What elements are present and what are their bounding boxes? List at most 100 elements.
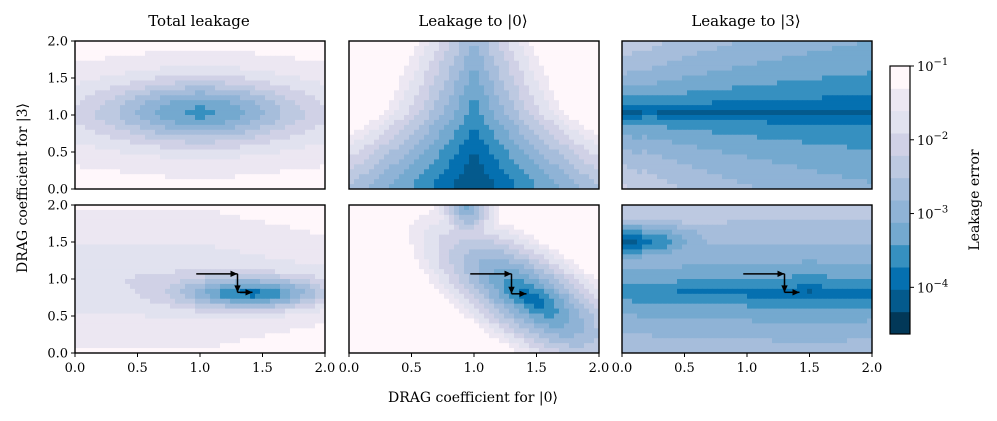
contour-cell <box>105 90 111 96</box>
contour-cell <box>627 90 633 96</box>
contour-cell <box>310 90 316 96</box>
contour-cell <box>772 65 778 72</box>
contour-cell <box>160 95 166 101</box>
contour-cell <box>215 90 221 96</box>
contour-cell <box>792 41 798 47</box>
contour-cell <box>817 164 823 170</box>
contour-cell <box>185 219 191 226</box>
contour-cell <box>150 144 156 151</box>
contour-cell <box>280 184 286 189</box>
contour-cell <box>797 65 803 72</box>
contour-cell <box>682 90 688 96</box>
contour-cell <box>175 134 181 141</box>
contour-cell <box>827 144 833 151</box>
contour-cell <box>444 45 450 52</box>
contour-cell <box>529 105 535 111</box>
contour-cell <box>260 60 266 67</box>
contour-cell <box>594 159 599 165</box>
contour-cell <box>677 124 683 131</box>
contour-cell <box>165 164 171 170</box>
contour-cell <box>379 95 385 101</box>
contour-cell <box>399 110 405 116</box>
contour-cell <box>727 100 733 106</box>
contour-cell <box>737 85 743 91</box>
contour-cell <box>115 219 121 226</box>
contour-cell <box>637 129 643 136</box>
contour-cell <box>150 154 156 160</box>
contour-cell <box>544 55 550 62</box>
contour-cell <box>190 234 196 241</box>
contour-cell <box>255 224 261 231</box>
contour-cell <box>449 95 455 101</box>
contour-cell <box>75 134 81 141</box>
contour-cell <box>717 179 723 185</box>
contour-cell <box>160 164 166 170</box>
contour-cell <box>125 45 131 52</box>
contour-cell <box>379 159 385 165</box>
contour-cell <box>762 100 768 106</box>
contour-cell <box>782 119 788 126</box>
contour-cell <box>364 184 370 189</box>
contour-cell <box>439 85 445 91</box>
contour-cell <box>862 85 868 91</box>
contour-cell <box>255 219 261 226</box>
contour-cell <box>130 115 136 121</box>
contour-cell <box>170 119 176 126</box>
contour-cell <box>80 95 86 101</box>
contour-cell <box>185 55 191 62</box>
contour-cell <box>474 60 480 67</box>
contour-cell <box>464 55 470 62</box>
contour-cell <box>205 234 211 241</box>
contour-cell <box>240 174 246 180</box>
contour-cell <box>120 234 126 241</box>
contour-cell <box>529 50 535 57</box>
contour-cell <box>265 174 271 180</box>
contour-cell <box>584 129 590 136</box>
contour-cell <box>215 139 221 146</box>
contour-cell <box>414 159 420 165</box>
contour-cell <box>752 85 758 91</box>
contour-cell <box>424 75 430 82</box>
contour-cell <box>295 169 301 175</box>
contour-cell <box>544 174 550 180</box>
contour-cell <box>862 129 868 136</box>
contour-cell <box>265 159 271 165</box>
contour-cell <box>310 234 316 241</box>
contour-cell <box>667 65 673 72</box>
contour-cell <box>652 55 658 62</box>
contour-cell <box>120 154 126 160</box>
contour-cell <box>160 85 166 91</box>
contour-cell <box>459 124 465 131</box>
contour-cell <box>205 164 211 170</box>
contour-cell <box>802 85 808 91</box>
contour-cell <box>364 65 370 72</box>
contour-cell <box>90 95 96 101</box>
contour-cell <box>454 159 460 165</box>
contour-cell <box>534 100 540 106</box>
contour-cell <box>190 124 196 131</box>
contour-cell <box>529 149 535 156</box>
contour-cell <box>429 115 435 121</box>
contour-cell <box>250 224 256 231</box>
contour-cell <box>707 129 713 136</box>
contour-cell <box>554 174 560 180</box>
contour-cell <box>175 41 181 47</box>
contour-cell <box>150 129 156 136</box>
contour-cell <box>285 179 291 185</box>
contour-cell <box>125 219 131 226</box>
contour-cell <box>469 110 475 116</box>
contour-cell <box>260 50 266 57</box>
contour-cell <box>105 149 111 156</box>
contour-cell <box>210 154 216 160</box>
contour-cell <box>569 124 575 131</box>
contour-cell <box>722 41 728 47</box>
contour-cell <box>499 149 505 156</box>
contour-cell <box>564 119 570 126</box>
contour-cell <box>320 110 325 116</box>
contour-cell <box>210 90 216 96</box>
contour-cell <box>245 164 251 170</box>
contour-cell <box>862 179 868 185</box>
contour-cell <box>752 184 758 189</box>
contour-cell <box>165 95 171 101</box>
contour-cell <box>160 50 166 57</box>
